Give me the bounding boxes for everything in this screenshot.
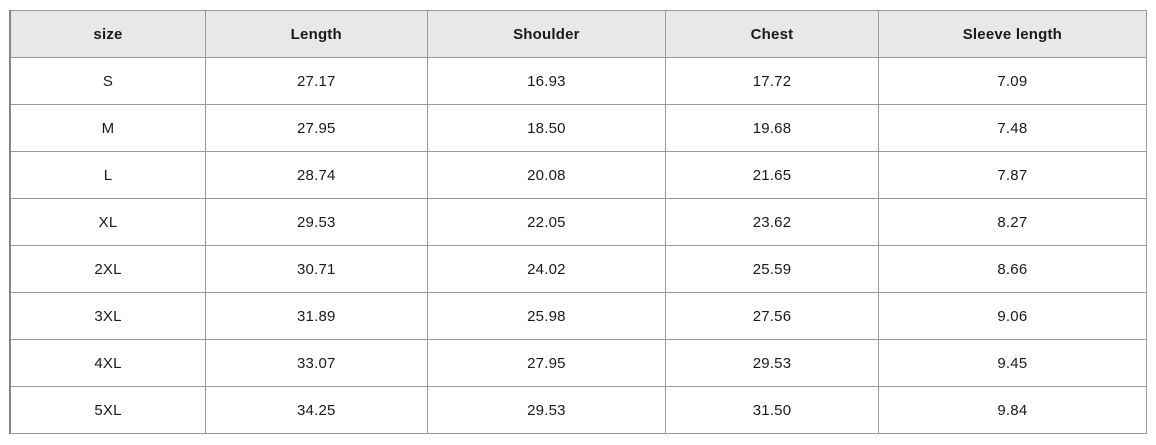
table-row-m: M 27.95 18.50 19.68 7.48 <box>9 104 1148 152</box>
cell-chest: 21.65 <box>665 151 879 199</box>
cell-shoulder: 27.95 <box>426 339 667 387</box>
cell-chest: 19.68 <box>665 104 879 152</box>
cell-shoulder: 18.50 <box>426 104 667 152</box>
cell-sleeve-length: 9.84 <box>877 386 1148 434</box>
cell-shoulder: 22.05 <box>426 198 667 246</box>
cell-length: 29.53 <box>204 198 428 246</box>
cell-size: 5XL <box>9 386 206 434</box>
cell-shoulder: 16.93 <box>426 57 667 105</box>
header-cell-length: Length <box>204 10 428 58</box>
table-row-4xl: 4XL 33.07 27.95 29.53 9.45 <box>9 339 1148 387</box>
cell-sleeve-length: 9.06 <box>877 292 1148 340</box>
header-cell-sleeve-length: Sleeve length <box>877 10 1148 58</box>
cell-size: 4XL <box>9 339 206 387</box>
cell-length: 31.89 <box>204 292 428 340</box>
header-row: size Length Shoulder Chest Sleeve length <box>9 10 1148 58</box>
cell-length: 28.74 <box>204 151 428 199</box>
cell-chest: 25.59 <box>665 245 879 293</box>
cell-chest: 17.72 <box>665 57 879 105</box>
cell-sleeve-length: 9.45 <box>877 339 1148 387</box>
cell-shoulder: 20.08 <box>426 151 667 199</box>
cell-size: S <box>9 57 206 105</box>
header-cell-size: size <box>9 10 206 58</box>
cell-sleeve-length: 8.66 <box>877 245 1148 293</box>
cell-size: XL <box>9 198 206 246</box>
table-row-s: S 27.17 16.93 17.72 7.09 <box>9 57 1148 105</box>
header-cell-chest: Chest <box>665 10 879 58</box>
cell-shoulder: 29.53 <box>426 386 667 434</box>
table-row-xl: XL 29.53 22.05 23.62 8.27 <box>9 198 1148 246</box>
cell-length: 27.17 <box>204 57 428 105</box>
cell-size: 2XL <box>9 245 206 293</box>
table-row-2xl: 2XL 30.71 24.02 25.59 8.66 <box>9 245 1148 293</box>
cell-length: 27.95 <box>204 104 428 152</box>
cell-chest: 27.56 <box>665 292 879 340</box>
cell-shoulder: 24.02 <box>426 245 667 293</box>
table-row-3xl: 3XL 31.89 25.98 27.56 9.06 <box>9 292 1148 340</box>
cell-chest: 31.50 <box>665 386 879 434</box>
cell-shoulder: 25.98 <box>426 292 667 340</box>
cell-chest: 23.62 <box>665 198 879 246</box>
cell-chest: 29.53 <box>665 339 879 387</box>
size-chart-table: size Length Shoulder Chest Sleeve length… <box>9 10 1148 434</box>
header-cell-shoulder: Shoulder <box>426 10 667 58</box>
cell-sleeve-length: 7.87 <box>877 151 1148 199</box>
cell-sleeve-length: 7.09 <box>877 57 1148 105</box>
table-row-5xl: 5XL 34.25 29.53 31.50 9.84 <box>9 386 1148 434</box>
table-row-l: L 28.74 20.08 21.65 7.87 <box>9 151 1148 199</box>
cell-length: 30.71 <box>204 245 428 293</box>
cell-size: 3XL <box>9 292 206 340</box>
cell-size: L <box>9 151 206 199</box>
cell-length: 34.25 <box>204 386 428 434</box>
cell-sleeve-length: 8.27 <box>877 198 1148 246</box>
cell-sleeve-length: 7.48 <box>877 104 1148 152</box>
cell-length: 33.07 <box>204 339 428 387</box>
cell-size: M <box>9 104 206 152</box>
